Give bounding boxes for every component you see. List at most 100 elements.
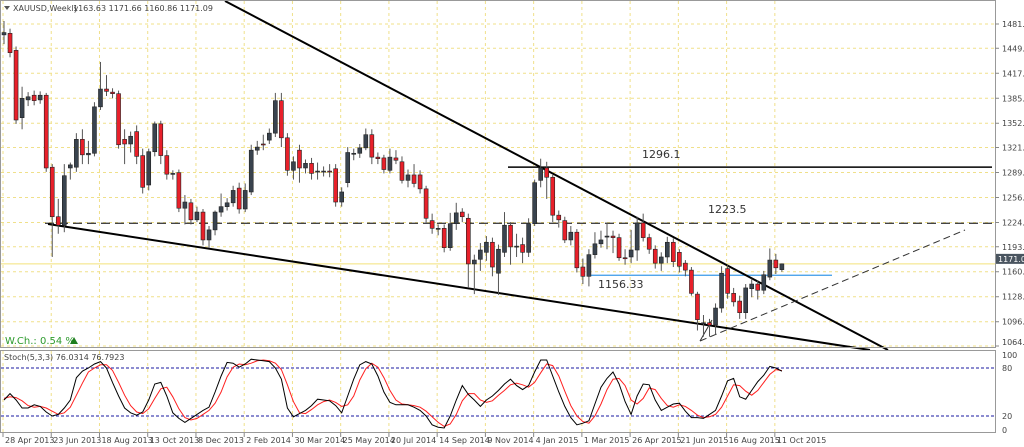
bull-candle — [86, 152, 91, 156]
x-tick-label: 4 Jan 2015 — [536, 436, 579, 445]
bull-candle — [291, 161, 296, 171]
bull-candle — [604, 235, 610, 238]
bear-candle — [640, 222, 646, 238]
bull-candle — [514, 245, 519, 248]
bull-candle — [634, 222, 640, 251]
bear-candle — [43, 94, 49, 169]
bear-candle — [110, 91, 115, 94]
y-tick-label: 1064.95 — [1002, 338, 1024, 347]
bear-candle — [393, 157, 399, 161]
dashed-uptrend-line — [699, 229, 966, 342]
bear-candle — [134, 131, 139, 157]
bear-candle — [429, 220, 435, 229]
bear-candle — [140, 155, 145, 188]
bear-candle — [285, 137, 290, 171]
bull-candle — [74, 139, 79, 168]
bear-candle — [297, 149, 302, 169]
bull-candle — [182, 201, 188, 209]
bull-candle — [321, 170, 326, 173]
bear-candle — [646, 237, 652, 250]
bear-candle — [652, 248, 658, 264]
symbol-label: XAUUSD,Weekly — [13, 4, 79, 13]
bull-candle — [315, 170, 320, 173]
bear-candle — [279, 100, 284, 139]
bear-candle — [737, 300, 742, 313]
x-tick-label: 14 Sep 2014 — [439, 436, 490, 445]
bull-candle — [502, 224, 507, 253]
y-tick-label: 1160.90 — [1002, 268, 1024, 277]
label-1156: 1156.33 — [598, 278, 644, 291]
y-tick-label: 1417.40 — [1002, 69, 1024, 78]
label-1223: 1223.5 — [708, 203, 747, 216]
y-tick-label: 1289.15 — [1002, 169, 1024, 178]
bear-candle — [55, 216, 61, 226]
bear-candle — [580, 266, 586, 277]
y-tick-label: 1385.10 — [1002, 94, 1024, 103]
bear-candle — [459, 211, 465, 218]
bull-candle — [128, 135, 133, 145]
stochastic-panel: 100 80 20 0 — [1, 351, 1017, 435]
bull-candle — [478, 249, 483, 260]
collapse-triangle-icon[interactable] — [4, 6, 10, 10]
bull-candle — [206, 229, 212, 241]
bear-candle — [574, 231, 580, 269]
y-tick-label: 1096.30 — [1002, 318, 1024, 327]
bull-candle — [242, 190, 248, 210]
bear-candle — [375, 156, 381, 159]
bull-candle — [779, 263, 785, 270]
x-tick-label: 25 May 2014 — [343, 436, 395, 445]
x-tick-label: 21 Jun 2015 — [680, 436, 728, 445]
bear-candle — [417, 174, 423, 190]
bear-candle — [490, 241, 495, 268]
bull-candle — [405, 174, 411, 181]
bull-candle — [351, 152, 357, 155]
x-tick-label: 18 Aug 2013 — [101, 436, 152, 445]
stoch-d-line — [3, 359, 782, 427]
stoch-header: Stoch(5,3,3) 76.0314 76.7923 — [4, 353, 124, 362]
bull-candle — [303, 163, 308, 169]
bull-candle — [254, 146, 260, 151]
bear-candle — [399, 161, 405, 181]
weekly-change: W.Ch.: 0.54 % — [5, 336, 75, 347]
bear-candle — [423, 188, 429, 219]
bull-candle — [357, 147, 363, 154]
bull-candle — [435, 228, 441, 230]
x-tick-label: 8 Dec 2013 — [198, 436, 244, 445]
bull-candle — [749, 283, 755, 289]
stoch-tick-label: 0 — [1002, 426, 1007, 435]
bear-candle — [725, 268, 730, 294]
stoch-panel-frame — [0, 350, 996, 433]
bull-candle — [719, 272, 724, 309]
bear-candle — [466, 217, 471, 265]
bull-candle — [68, 164, 73, 169]
bull-candle — [98, 88, 103, 108]
bear-candle — [544, 167, 550, 178]
bear-candle — [122, 139, 127, 145]
bull-candle — [526, 223, 531, 253]
bull-candle — [92, 106, 97, 154]
trendline-drawings[interactable] — [45, 0, 992, 351]
bull-candle — [484, 241, 489, 253]
upper-trendline — [224, 0, 889, 351]
bull-candle — [592, 243, 598, 255]
bull-candle — [538, 167, 543, 181]
bull-candle — [25, 96, 31, 101]
bull-candle — [767, 259, 773, 278]
bear-candle — [683, 262, 688, 271]
bull-candle — [19, 98, 25, 118]
y-tick-label: 1128.60 — [1002, 293, 1024, 302]
x-tick-label: 1 Mar 2015 — [584, 436, 630, 445]
bear-candle — [188, 202, 194, 221]
bear-candle — [520, 244, 525, 253]
bear-candle — [200, 211, 206, 241]
x-tick-label: 9 Nov 2014 — [487, 436, 533, 445]
bear-candle — [610, 235, 616, 238]
bull-candle — [496, 248, 501, 274]
bull-candle — [345, 152, 351, 183]
bear-candle — [677, 252, 682, 267]
bear-candle — [550, 176, 556, 216]
current-price-label: 1171.09 — [998, 255, 1024, 264]
x-tick-label: 30 Mar 2014 — [294, 436, 345, 445]
